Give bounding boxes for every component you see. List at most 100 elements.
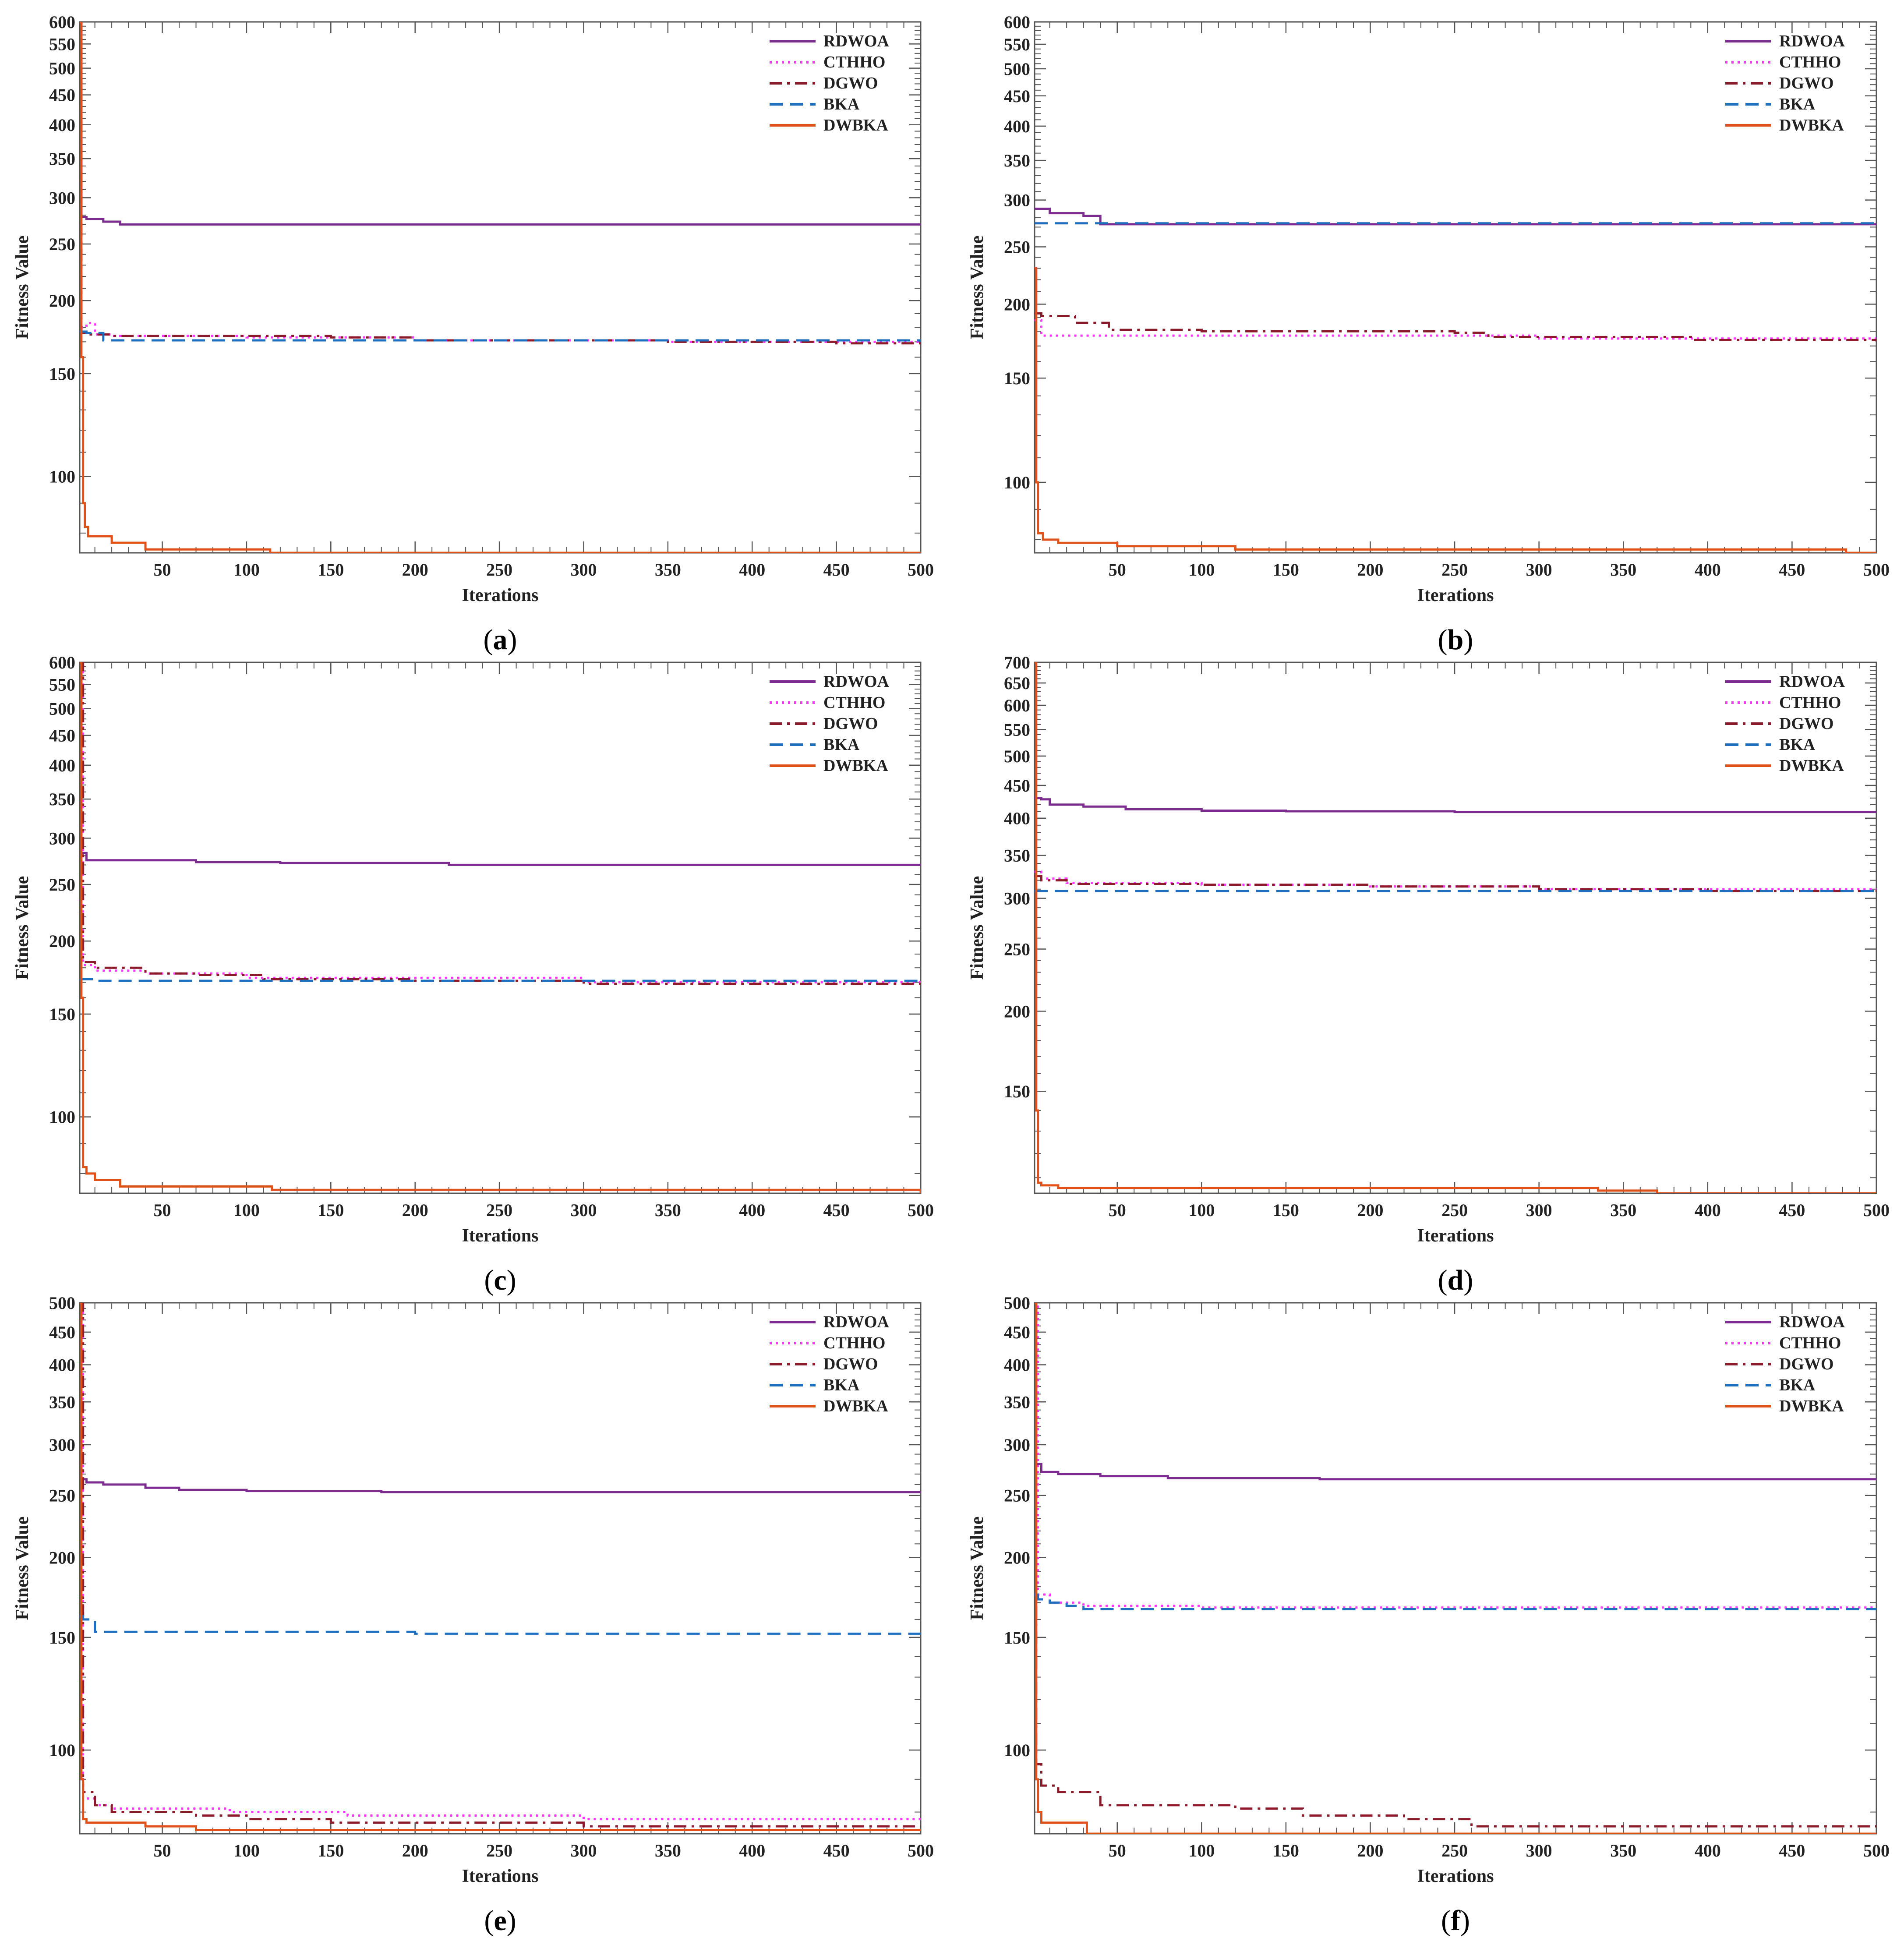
- series-group: [80, 1303, 921, 1831]
- y-tick-label: 150: [1004, 368, 1030, 388]
- series-line-dwbka: [80, 662, 921, 1193]
- x-tick-label: 200: [1357, 1841, 1383, 1860]
- legend-label-dwbka: DWBKA: [1779, 1397, 1844, 1415]
- x-tick-label: 450: [823, 1841, 850, 1860]
- legend-label-cthho: CTHHO: [823, 693, 885, 712]
- series-group: [1035, 662, 1876, 1193]
- legend-label-dgwo: DGWO: [823, 714, 878, 733]
- x-tick-label: 50: [1109, 560, 1126, 580]
- panel-b: 50 100 150 200 250 300 350 400 450 500 100 150 200 25…: [967, 12, 1890, 656]
- plot-frame: [1034, 661, 1877, 1194]
- x-tick-label: 250: [1441, 1841, 1468, 1860]
- panel-e: 50 100 150 200 250 300 350 400 450 500 100 150 200 25…: [12, 1293, 934, 1937]
- y-tick-label: 600: [1004, 12, 1030, 32]
- panels: 50 100 150 200 250 300 350 400 450 500 100 150 200 25…: [12, 12, 1890, 1937]
- y-tick-label: 550: [1004, 720, 1030, 739]
- series-group: [80, 22, 921, 553]
- x-tick-label: 200: [1357, 560, 1383, 580]
- x-tick-label: 450: [823, 1200, 850, 1220]
- panel-caption: (f): [1441, 1905, 1470, 1937]
- y-tick-label: 350: [1004, 846, 1030, 866]
- series-line-rdwoa: [1035, 797, 1876, 813]
- legend-label-dwbka: DWBKA: [823, 757, 888, 775]
- y-tick-label: 250: [49, 875, 75, 895]
- plot-frame: [1034, 1302, 1877, 1835]
- legend-label-cthho: CTHHO: [823, 53, 885, 71]
- y-tick-label: 400: [1004, 809, 1030, 828]
- y-tick-label: 100: [49, 1107, 75, 1127]
- x-tick-label: 450: [823, 560, 850, 580]
- y-tick-label: 600: [1004, 696, 1030, 715]
- panel-caption: (b): [1438, 624, 1473, 656]
- series-line-bka: [80, 1615, 921, 1635]
- plot-frame: [79, 661, 922, 1194]
- x-tick-label: 500: [1863, 560, 1890, 580]
- x-tick-label: 500: [1863, 1200, 1890, 1220]
- legend-label-dwbka: DWBKA: [823, 1397, 888, 1415]
- y-tick-label: 150: [1004, 1082, 1030, 1101]
- legend-label-cthho: CTHHO: [1779, 693, 1841, 712]
- x-tick-label: 200: [402, 1200, 428, 1220]
- y-tick-label: 250: [1004, 237, 1030, 257]
- y-tick-label: 250: [49, 1486, 75, 1506]
- y-tick-label: 350: [1004, 151, 1030, 170]
- x-tick-label: 250: [486, 1200, 512, 1220]
- x-tick-label: 300: [570, 560, 597, 580]
- y-tick-label: 400: [49, 756, 75, 775]
- plot-frame: [1034, 21, 1877, 554]
- panel-caption: (e): [484, 1905, 516, 1937]
- y-tick-label: 150: [49, 364, 75, 384]
- x-tick-label: 350: [1610, 1841, 1636, 1860]
- y-tick-label: 400: [1004, 117, 1030, 136]
- x-tick-label: 350: [655, 1200, 681, 1220]
- y-axis-title: Fitness Value: [967, 236, 987, 339]
- x-tick-label: 300: [1526, 1200, 1552, 1220]
- legend-label-dwbka: DWBKA: [1779, 116, 1844, 134]
- series-line-bka: [1035, 1593, 1876, 1610]
- panel-d: 50 100 150 200 250 300 350 400 450 500 150 200 250 30…: [967, 653, 1890, 1296]
- series-line-bka: [80, 330, 921, 342]
- series-line-bka: [80, 978, 921, 983]
- y-tick-label: 550: [1004, 35, 1030, 54]
- x-tick-label: 400: [739, 1200, 765, 1220]
- y-tick-label: 450: [1004, 776, 1030, 796]
- x-tick-label: 50: [1109, 1200, 1126, 1220]
- legend-label-bka: BKA: [1779, 736, 1816, 754]
- y-tick-label: 500: [1004, 1293, 1030, 1313]
- x-tick-label: 450: [1779, 1200, 1805, 1220]
- y-tick-label: 500: [1004, 59, 1030, 79]
- y-tick-label: 350: [1004, 1392, 1030, 1412]
- x-axis-title: Iterations: [462, 1226, 539, 1246]
- x-tick-label: 500: [1863, 1841, 1890, 1860]
- y-tick-label: 500: [49, 1293, 75, 1313]
- series-line-cthho: [1035, 1303, 1876, 1609]
- x-axis-title: Iterations: [1417, 1226, 1494, 1246]
- x-tick-label: 100: [1188, 1841, 1215, 1860]
- y-tick-label: 250: [1004, 939, 1030, 959]
- x-tick-label: 250: [1441, 1200, 1468, 1220]
- y-axis-title: Fitness Value: [12, 236, 32, 339]
- panel-f: 50 100 150 200 250 300 350 400 450 500 100 150 200 25…: [967, 1293, 1890, 1937]
- legend-label-rdwoa: RDWOA: [823, 672, 889, 691]
- legend-label-dgwo: DGWO: [823, 1355, 878, 1373]
- y-tick-label: 400: [1004, 1355, 1030, 1375]
- x-tick-label: 50: [154, 1841, 171, 1860]
- x-tick-label: 50: [154, 1200, 171, 1220]
- y-tick-label: 200: [49, 1548, 75, 1567]
- panel-caption: (d): [1438, 1264, 1473, 1296]
- panel-caption: (c): [484, 1264, 516, 1296]
- y-tick-label: 150: [1004, 1628, 1030, 1648]
- series-group: [80, 662, 921, 1193]
- y-tick-label: 300: [1004, 191, 1030, 210]
- series-line-dwbka: [1035, 267, 1876, 553]
- x-tick-label: 450: [1779, 560, 1805, 580]
- legend-label-rdwoa: RDWOA: [823, 32, 889, 50]
- legend-label-cthho: CTHHO: [823, 1334, 885, 1352]
- x-tick-label: 300: [570, 1200, 597, 1220]
- panel-c: 50 100 150 200 250 300 350 400 450 500 100 150 200 25…: [12, 653, 934, 1296]
- y-tick-label: 100: [49, 467, 75, 487]
- x-tick-label: 100: [233, 1200, 260, 1220]
- x-axis-title: Iterations: [1417, 585, 1494, 605]
- legend-label-rdwoa: RDWOA: [1779, 32, 1845, 50]
- y-tick-label: 350: [49, 1392, 75, 1412]
